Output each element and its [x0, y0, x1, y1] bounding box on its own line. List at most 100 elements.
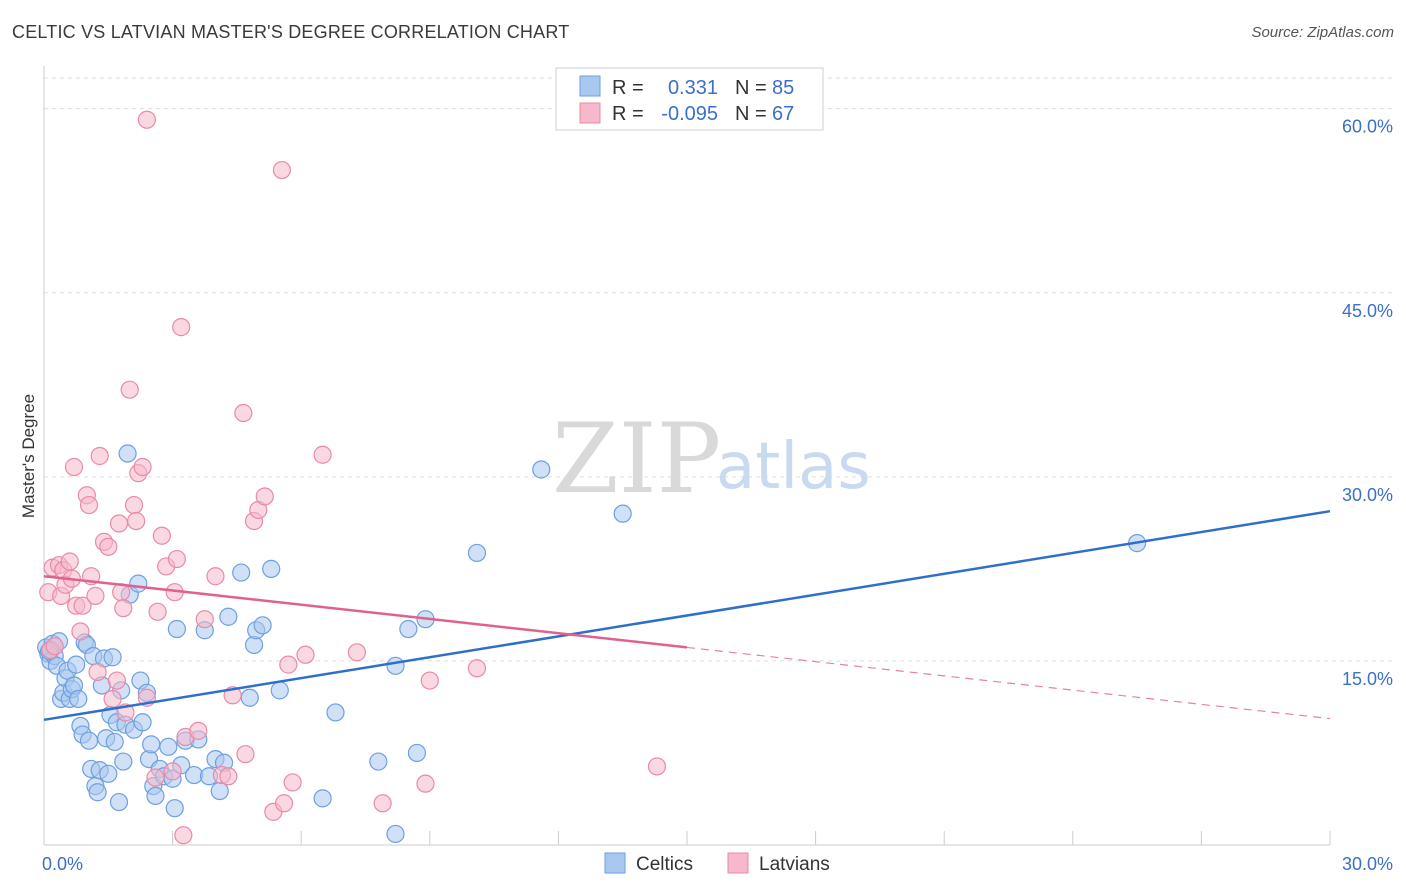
- celtics-point-15: [69, 689, 88, 709]
- latvians-swatch: [727, 852, 749, 874]
- watermark: ZIP atlas: [552, 403, 871, 515]
- latvians-point-46: [195, 610, 214, 629]
- latvians-point-59: [279, 655, 298, 674]
- celtics-point-75: [386, 824, 405, 844]
- celtics-trend-line: [43, 509, 1331, 722]
- latvians-point-32: [133, 457, 152, 477]
- latvians-point-30: [127, 511, 146, 531]
- celtics-point-41: [129, 574, 148, 593]
- celtics-point-48: [146, 786, 165, 806]
- latvians-point-58: [274, 794, 294, 813]
- celtics-point-77: [399, 619, 418, 639]
- celtics-point-14: [67, 655, 86, 674]
- celtics-swatch: [604, 852, 626, 874]
- latvians-point-60: [283, 773, 302, 792]
- celtics-point-82: [613, 504, 632, 523]
- series-legend: Celtics Latvians: [604, 852, 830, 875]
- latvians-point-36: [148, 602, 167, 621]
- latvians-trend-line-extrapolated: [686, 646, 1331, 720]
- latvians-point-34: [137, 110, 156, 129]
- latvians-point-66: [420, 671, 439, 690]
- celtics-point-32: [105, 732, 124, 752]
- celtics-r-label: R =: [612, 77, 644, 99]
- x-tick-label-1: 30.0%: [1342, 854, 1393, 874]
- celtics-point-73: [326, 703, 345, 722]
- celtics-point-57: [184, 765, 204, 785]
- celtics-n-value: 85: [772, 77, 794, 99]
- celtics-point-65: [232, 563, 251, 582]
- latvians-point-57: [272, 160, 292, 180]
- watermark-atlas: atlas: [716, 430, 871, 504]
- latvians-legend-label: Latvians: [759, 854, 830, 875]
- x-tick-label-0: 0.0%: [42, 854, 83, 874]
- latvians-extra-point-1: [647, 757, 667, 776]
- celtics-point-70: [262, 559, 281, 578]
- celtics-point-24: [88, 783, 107, 802]
- latvians-point-64: [373, 794, 392, 813]
- chart-title: CELTIC VS LATVIAN MASTER'S DEGREE CORREL…: [12, 22, 570, 42]
- latvians-point-26: [114, 599, 133, 618]
- latvians-point-37: [152, 526, 171, 545]
- y-tick-label-2: 45.0%: [1342, 301, 1393, 321]
- latvians-point-61: [296, 645, 315, 664]
- celtics-point-71: [270, 681, 289, 700]
- celtics-point-20: [79, 731, 99, 750]
- trend-lines: [43, 509, 1331, 722]
- celtics-point-34: [109, 792, 129, 812]
- latvians-n-value: 67: [772, 103, 794, 125]
- y-axis-title: Master's Degree: [19, 394, 38, 518]
- correlation-legend: R = 0.331 N = 85 R = -0.095 N = 67: [555, 67, 824, 131]
- latvians-point-41: [167, 549, 186, 569]
- latvians-extra-point-0: [467, 659, 487, 678]
- latvians-point-23: [107, 671, 126, 690]
- latvians-legend-swatch: [579, 102, 601, 124]
- tick-labels: 15.0% 30.0% 45.0% 60.0% 0.0% 30.0%: [42, 117, 1393, 874]
- y-tick-label-1: 30.0%: [1342, 485, 1393, 505]
- latvians-point-29: [124, 495, 144, 515]
- celtics-point-72: [313, 789, 332, 808]
- latvians-point-45: [189, 721, 208, 740]
- celtics-point-38: [118, 444, 137, 463]
- celtics-point-80: [467, 543, 487, 563]
- data-points: [37, 110, 1147, 845]
- latvians-r-value: -0.095: [661, 103, 718, 125]
- y-tick-label-3: 60.0%: [1342, 117, 1393, 137]
- celtics-point-66: [240, 688, 259, 707]
- latvians-point-18: [88, 662, 107, 682]
- celtics-point-69: [253, 616, 272, 635]
- celtics-point-29: [99, 764, 118, 783]
- latvians-point-63: [347, 643, 367, 662]
- y-tick-label-0: 15.0%: [1342, 669, 1393, 689]
- celtics-point-51: [159, 737, 178, 756]
- latvians-point-39: [163, 762, 182, 781]
- celtics-point-36: [114, 752, 133, 771]
- celtics-point-78: [407, 743, 427, 763]
- latvians-point-24: [109, 514, 129, 533]
- latvians-point-62: [313, 445, 332, 464]
- celtics-legend-label: Celtics: [636, 854, 693, 875]
- source-label: Source: ZipAtlas.com: [1251, 24, 1394, 41]
- latvians-point-52: [236, 745, 255, 764]
- latvians-point-35: [146, 768, 165, 787]
- latvians-trend-line: [43, 575, 688, 649]
- latvians-point-65: [416, 774, 435, 793]
- latvians-point-51: [234, 403, 253, 423]
- latvians-point-10: [64, 457, 84, 477]
- celtics-point-53: [165, 799, 184, 818]
- celtics-point-74: [369, 752, 388, 771]
- latvians-point-43: [174, 826, 193, 845]
- latvians-n-label: N =: [735, 103, 767, 125]
- latvians-point-55: [255, 487, 274, 506]
- celtics-point-64: [219, 607, 238, 626]
- latvians-point-3: [45, 637, 64, 656]
- celtics-point-46: [142, 735, 161, 754]
- celtics-n-label: N =: [735, 77, 767, 99]
- celtics-point-81: [532, 460, 551, 479]
- latvians-point-47: [206, 567, 225, 586]
- celtics-point-31: [103, 648, 122, 667]
- celtics-point-62: [210, 781, 229, 801]
- latvians-point-42: [172, 318, 191, 337]
- latvians-point-28: [120, 380, 139, 399]
- latvians-r-label: R =: [612, 103, 644, 125]
